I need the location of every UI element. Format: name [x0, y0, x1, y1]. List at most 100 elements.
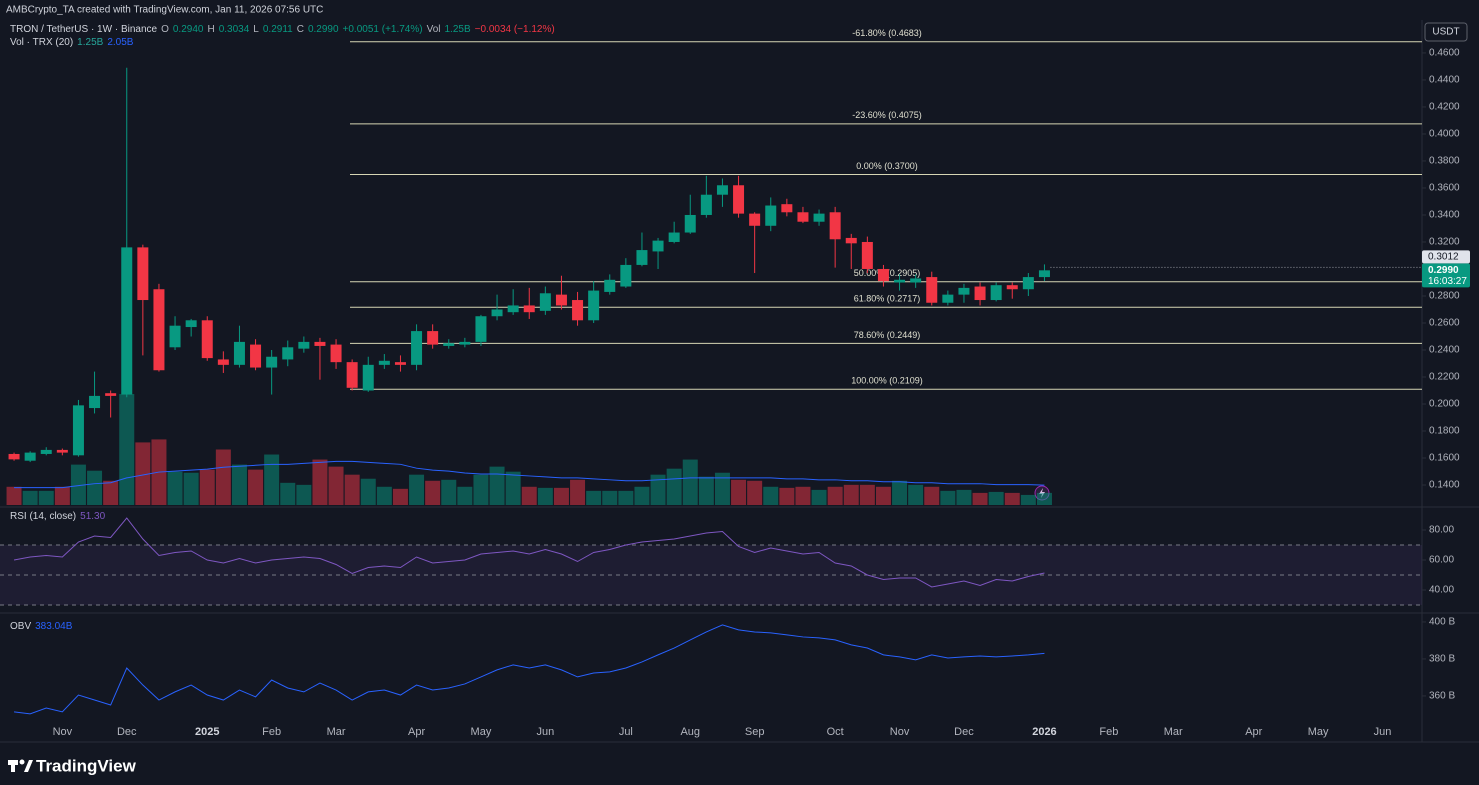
volume-bar — [167, 471, 183, 505]
ohlc-key: L — [253, 24, 259, 35]
volume-bar — [296, 484, 312, 505]
candle-body — [443, 343, 455, 346]
y-tick-label: 0.1600 — [1429, 453, 1460, 464]
fib-label: 100.00% (0.2109) — [851, 376, 923, 386]
y-tick-label: 0.3600 — [1429, 183, 1460, 194]
volume-bar — [553, 487, 569, 505]
brand-logo — [8, 759, 33, 772]
y-tick-label: 0.2400 — [1429, 345, 1460, 356]
y-tick-label: 0.4600 — [1429, 48, 1460, 59]
candle-body — [233, 341, 245, 365]
candle-body — [427, 331, 439, 345]
ohlc-value: 0.3034 — [218, 24, 250, 35]
volume-bar — [328, 466, 344, 505]
candle-body — [330, 344, 342, 363]
volume-bar — [360, 478, 376, 505]
volume-bar — [586, 490, 602, 505]
price-badge-label: 0.2990 — [1428, 265, 1459, 276]
candle-body — [89, 395, 101, 409]
volume-bar — [779, 487, 795, 505]
y-tick-label: 0.4000 — [1429, 129, 1460, 140]
x-tick-label: Feb — [1099, 726, 1118, 738]
ohlc-value: 0.2990 — [307, 24, 339, 35]
x-tick-label: 2026 — [1032, 726, 1056, 738]
brand: TradingView — [36, 756, 137, 775]
y-tick-label: 80.00 — [1429, 525, 1454, 536]
credit: AMBCrypto_TA created with TradingView.co… — [6, 5, 323, 16]
candle-body — [813, 213, 825, 222]
volume-bar — [537, 487, 553, 505]
obv-name: OBV — [10, 621, 32, 632]
volume-bar — [682, 459, 698, 505]
candle-body — [765, 205, 777, 226]
ohlc-key: C — [296, 24, 304, 35]
volume-bar — [87, 470, 103, 505]
x-tick-label: Apr — [408, 726, 425, 738]
volume-bar — [956, 489, 972, 505]
y-tick-label: 60.00 — [1429, 555, 1454, 566]
candle-body — [539, 293, 551, 311]
volume-bar — [811, 489, 827, 505]
logo-part — [11, 760, 15, 772]
volume-bar — [972, 492, 988, 505]
candle-body — [974, 286, 986, 301]
volume-name: Vol · TRX (20) — [10, 37, 74, 48]
y-tick-label: 0.1800 — [1429, 426, 1460, 437]
volume-bar — [392, 488, 408, 505]
volume-bar — [425, 480, 441, 505]
x-tick-label: Feb — [262, 726, 281, 738]
volume-bar — [666, 468, 682, 505]
candle-body — [121, 247, 133, 395]
candle-body — [749, 213, 761, 226]
volume-bar — [1004, 492, 1020, 505]
volume-bar — [1020, 494, 1036, 505]
candle-body — [459, 341, 471, 345]
volume-bar — [650, 474, 666, 505]
obv-legend: OBV 383.04B — [10, 621, 72, 632]
candle-body — [105, 393, 117, 396]
price-badge — [1422, 263, 1470, 288]
volume-bar — [6, 486, 22, 505]
x-tick-label: Nov — [53, 726, 73, 738]
obv-value: 383.04B — [35, 621, 73, 632]
y-tick-label: 0.4200 — [1429, 102, 1460, 113]
volume-bar — [344, 474, 360, 505]
x-tick-label: May — [471, 726, 492, 738]
candle-body — [555, 294, 567, 306]
volume-bar — [409, 474, 425, 505]
candle-body — [636, 250, 648, 265]
vol-change: −0.0034 (−1.12%) — [474, 24, 555, 35]
x-tick-label: Apr — [1245, 726, 1262, 738]
y-tick-label: 0.2000 — [1429, 399, 1460, 410]
volume-ma-line — [14, 460, 1045, 489]
x-tick-label: 2025 — [195, 726, 219, 738]
x-tick-label: Mar — [1164, 726, 1183, 738]
candle-body — [523, 305, 535, 313]
y-tick-label: 0.2800 — [1429, 291, 1460, 302]
vol-value: 1.25B — [444, 24, 471, 35]
candle-body — [684, 214, 696, 233]
currency: USDT — [1432, 27, 1459, 38]
candle-body — [1006, 285, 1018, 290]
volume-bar — [215, 449, 231, 505]
candle-body — [491, 309, 503, 317]
candle-body — [137, 247, 149, 301]
volume-bar — [634, 486, 650, 505]
volume-bar — [827, 486, 843, 505]
candle-body — [362, 364, 374, 391]
candle-body — [507, 305, 519, 313]
volume-bar — [570, 479, 586, 505]
volume-bar — [843, 484, 859, 505]
candle-body — [185, 320, 197, 328]
x-tick-label: Dec — [954, 726, 974, 738]
candle-body — [24, 452, 36, 461]
x-tick-label: May — [1308, 726, 1329, 738]
candle-body — [169, 325, 181, 348]
volume-bar — [489, 466, 505, 505]
candle-body — [1022, 277, 1034, 290]
logo-part — [19, 759, 25, 765]
volume-bar — [521, 486, 537, 505]
y-tick-label: 360 B — [1429, 691, 1455, 702]
x-tick-label: Dec — [117, 726, 137, 738]
candle-body — [829, 212, 841, 240]
